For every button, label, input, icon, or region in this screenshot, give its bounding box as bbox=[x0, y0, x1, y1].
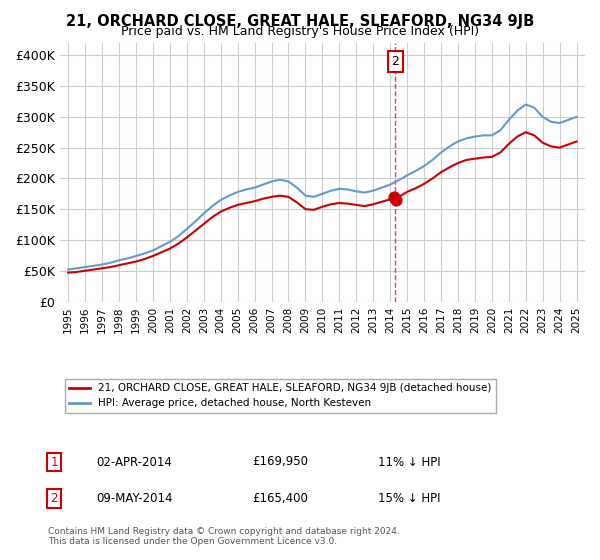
Text: 15% ↓ HPI: 15% ↓ HPI bbox=[378, 492, 440, 505]
Point bbox=[391, 195, 401, 204]
Text: 02-APR-2014: 02-APR-2014 bbox=[96, 455, 172, 469]
Text: 11% ↓ HPI: 11% ↓ HPI bbox=[378, 455, 440, 469]
Text: £165,400: £165,400 bbox=[252, 492, 308, 505]
Point bbox=[389, 193, 399, 202]
Text: 2: 2 bbox=[50, 492, 58, 505]
Text: 1: 1 bbox=[50, 455, 58, 469]
Text: 2: 2 bbox=[391, 55, 399, 68]
Text: Price paid vs. HM Land Registry's House Price Index (HPI): Price paid vs. HM Land Registry's House … bbox=[121, 25, 479, 38]
Text: 09-MAY-2014: 09-MAY-2014 bbox=[96, 492, 173, 505]
Legend: 21, ORCHARD CLOSE, GREAT HALE, SLEAFORD, NG34 9JB (detached house), HPI: Average: 21, ORCHARD CLOSE, GREAT HALE, SLEAFORD,… bbox=[65, 379, 496, 413]
Text: 21, ORCHARD CLOSE, GREAT HALE, SLEAFORD, NG34 9JB: 21, ORCHARD CLOSE, GREAT HALE, SLEAFORD,… bbox=[66, 14, 534, 29]
Text: Contains HM Land Registry data © Crown copyright and database right 2024.
This d: Contains HM Land Registry data © Crown c… bbox=[48, 526, 400, 546]
Text: £169,950: £169,950 bbox=[252, 455, 308, 469]
